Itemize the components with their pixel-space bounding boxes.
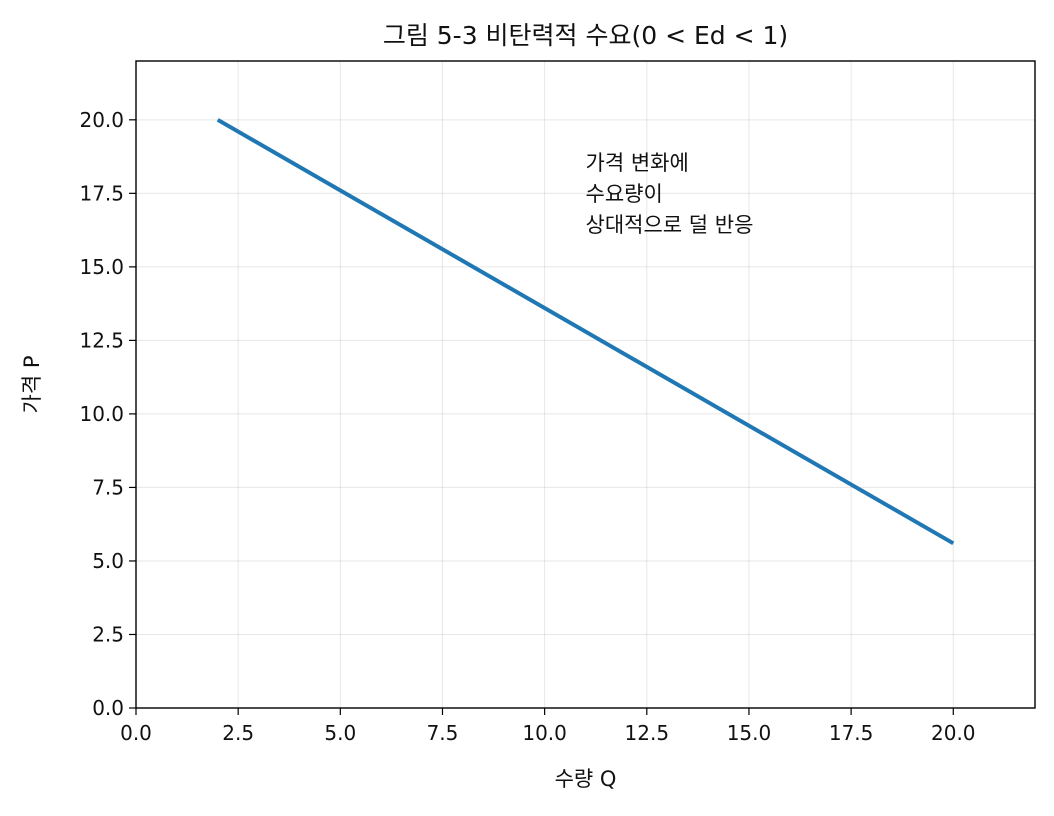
y-tick-label: 17.5 (79, 181, 124, 205)
plot-frame (135, 60, 1036, 709)
x-tick-label: 20.0 (931, 721, 976, 745)
y-tick-label: 2.5 (92, 622, 124, 646)
x-tick-label: 17.5 (829, 721, 874, 745)
demand-line (216, 118, 955, 546)
y-tick-label: 15.0 (79, 255, 124, 279)
y-tick-label: 0.0 (92, 696, 124, 720)
annotation-line: 가격 변화에 (586, 151, 689, 175)
x-tick-label: 0.0 (120, 721, 152, 745)
x-tick-label: 7.5 (427, 721, 459, 745)
x-tick-label: 2.5 (222, 721, 254, 745)
y-tick-label: 5.0 (92, 549, 124, 573)
y-axis-label: 가격 P (20, 356, 44, 414)
axis-ticks: 0.0 2.5 5.0 7.5 10.0 12.5 15.0 17.5 20.0 0.0 2.5 5.… (79, 108, 975, 745)
grid-lines (135, 61, 1035, 709)
y-tick-label: 20.0 (79, 108, 124, 132)
x-tick-label: 10.0 (522, 721, 567, 745)
x-tick-label: 12.5 (625, 721, 670, 745)
y-tick-label: 12.5 (79, 328, 124, 352)
chart-title: 그림 5-3 비탄력적 수요(0 < Ed < 1) (383, 21, 788, 50)
y-tick-label: 7.5 (92, 475, 124, 499)
series-layer (216, 118, 955, 546)
y-tick-label: 10.0 (79, 402, 124, 426)
x-tick-label: 5.0 (324, 721, 356, 745)
annotation-line: 상대적으로 덜 반응 (586, 213, 754, 237)
x-tick-label: 15.0 (727, 721, 772, 745)
annotation-line: 수요량이 (586, 182, 663, 206)
x-axis-label: 수량 Q (555, 767, 617, 791)
